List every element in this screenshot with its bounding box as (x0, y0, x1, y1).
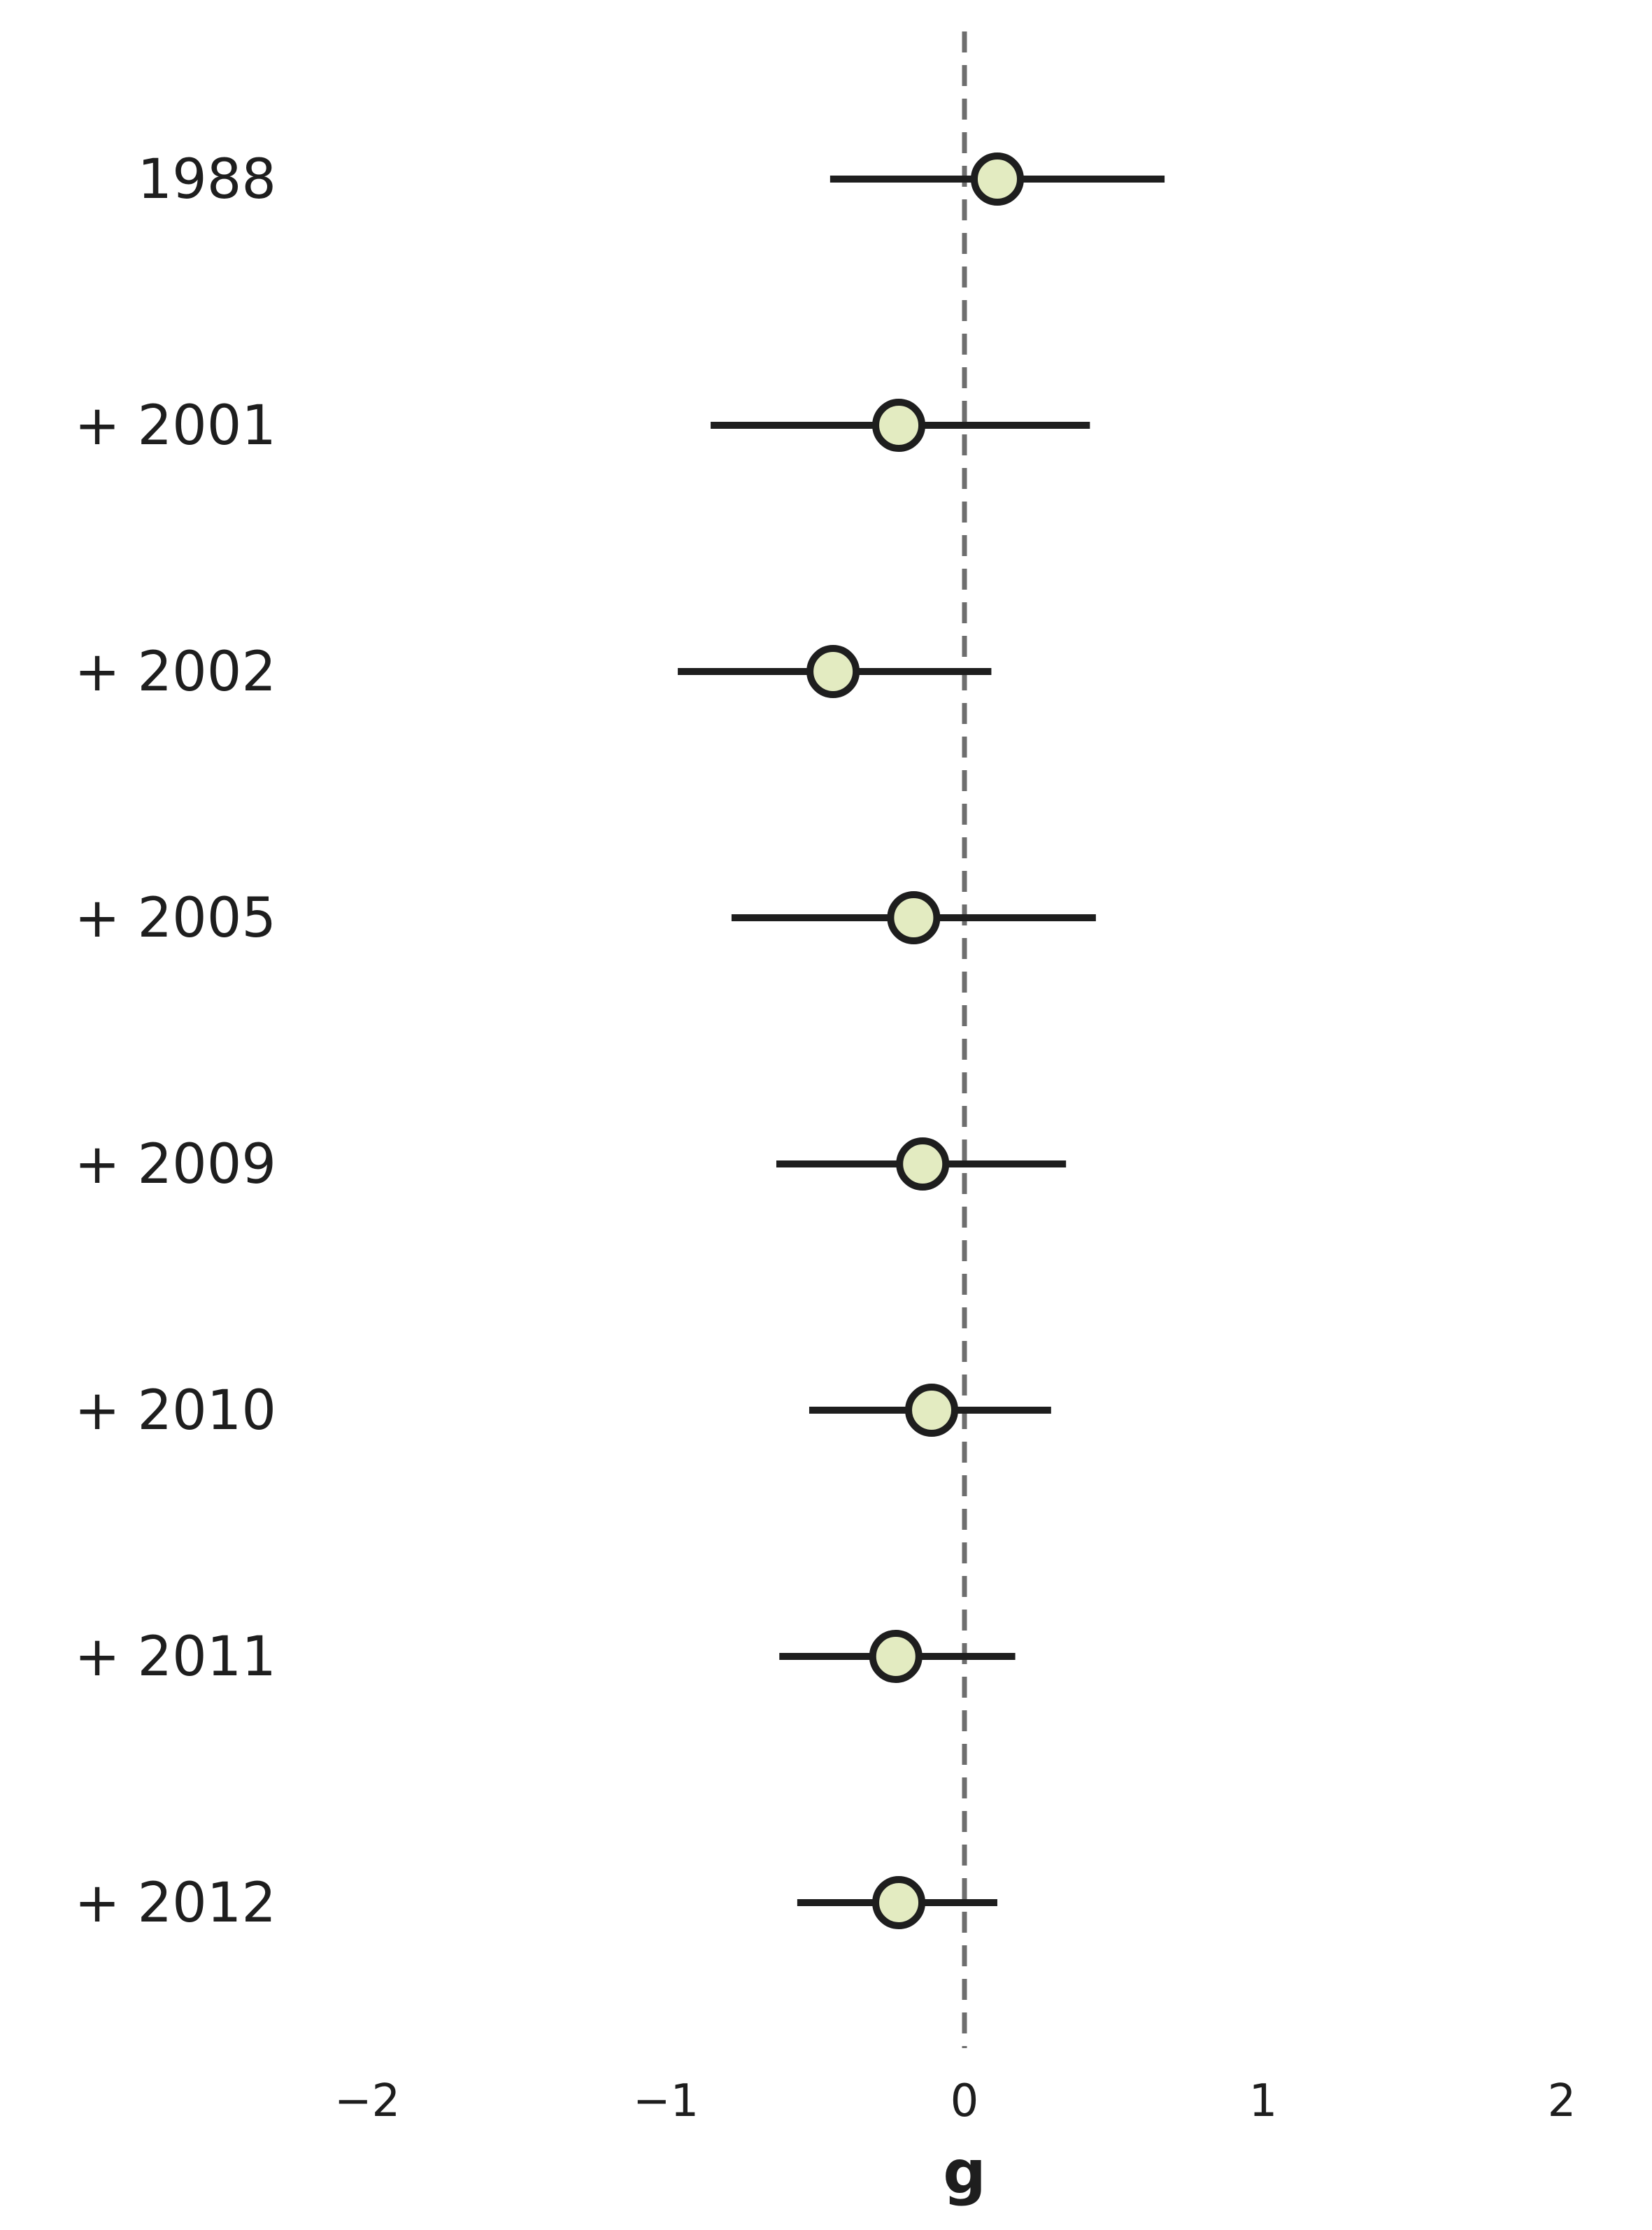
row-label: + 2012 (74, 1872, 276, 1935)
point-estimate (872, 1876, 926, 1929)
forest-row: + 2002 (74, 641, 992, 704)
row-label: + 2011 (74, 1626, 276, 1689)
row-label: + 2005 (74, 887, 276, 950)
row-label: + 2010 (74, 1379, 276, 1442)
row-label: + 2009 (74, 1133, 276, 1196)
point-estimate (970, 152, 1024, 206)
point-estimate (872, 399, 926, 452)
point-estimate (806, 645, 860, 698)
plot-rows: 1988 + 2001 + 2002 + 2005 + 2009 + 2010 + 2011… (74, 148, 1165, 1935)
point-estimate (887, 891, 941, 944)
forest-row: + 2001 (74, 395, 1090, 457)
x-axis-title: g (943, 2138, 986, 2208)
row-label: + 2002 (74, 641, 276, 704)
x-tick-label: 1 (1249, 2075, 1278, 2127)
forest-row: 1988 (137, 148, 1165, 211)
x-axis-ticks: −2 −1 0 1 2 (334, 2075, 1576, 2127)
x-tick-label: 0 (950, 2075, 979, 2127)
forest-row: + 2009 (74, 1133, 1067, 1196)
point-estimate (905, 1384, 959, 1437)
row-label: 1988 (137, 148, 276, 211)
forest-row: + 2010 (74, 1379, 1051, 1442)
point-estimate (896, 1137, 950, 1191)
x-tick-label: −2 (334, 2075, 400, 2127)
x-tick-label: 2 (1548, 2075, 1576, 2127)
row-label: + 2001 (74, 395, 276, 457)
forest-row: + 2012 (74, 1872, 997, 1935)
forest-row: + 2011 (74, 1626, 1016, 1689)
forest-row: + 2005 (74, 887, 1096, 950)
point-estimate (869, 1630, 923, 1683)
x-tick-label: −1 (633, 2075, 699, 2127)
